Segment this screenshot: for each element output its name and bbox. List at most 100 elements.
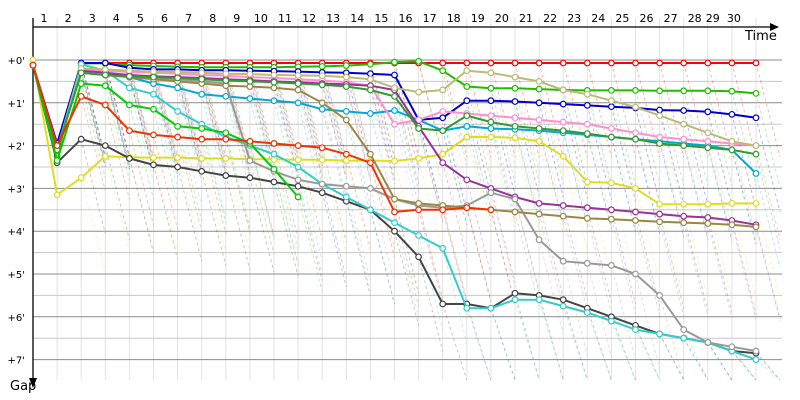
lap-diagonal-line [128,76,154,171]
series-point [222,92,230,100]
lap-diagonal-line [659,141,685,236]
x-axis-arrow [770,23,779,31]
series-point [463,176,471,184]
lap-diagonal-line [80,68,106,163]
lap-diagonal-line [273,87,299,183]
lap-diagonal-line [466,70,492,165]
lap-diagonal-line [201,171,227,266]
lap-diagonal-line [418,119,444,215]
lap-diagonal-line [80,68,106,163]
lap-diagonal-line [707,217,733,312]
series-point [487,59,495,67]
series-point [246,174,254,182]
lap-diagonal-line [707,147,733,243]
lap-diagonal-line [442,162,468,258]
series-point [511,134,519,142]
lap-diagonal-line [80,96,106,191]
lap-diagonal-line [177,76,203,172]
lap-diagonal-line [586,124,612,219]
series-point [246,77,254,85]
lap-diagonal-line [345,119,371,215]
lap-diagonal-line [153,157,179,252]
lap-diagonal-line [128,157,154,252]
series-point [487,189,495,197]
lap-diagonal-line [394,198,420,294]
lap-diagonal-line [755,173,781,268]
lap-diagonal-line [538,62,564,158]
series-point [150,161,157,169]
series-point [656,330,663,338]
series-point [391,157,398,165]
series-point [150,131,157,139]
lap-diagonal-line [659,109,685,205]
lap-diagonal-line [104,85,130,180]
y-axis-arrow [29,378,37,388]
lap-diagonal-line [610,320,636,381]
series-point [270,178,278,186]
series-point [487,125,495,132]
series-point [150,105,157,113]
lap-diagonal-line [466,126,492,221]
series-point [487,133,495,141]
series-point [101,71,109,79]
series-point [439,114,447,122]
lap-diagonal-line [177,126,203,221]
lap-diagonal-line [635,188,661,283]
label-layer: 1 2 3 4 5 6 7 8 9 10 11 12 13 14 15 16 17 18 19 20 21 22 23 24 2… [8,12,777,394]
y-tick-label: +6' [8,313,26,324]
lap-diagonal-line [514,129,540,224]
lap-diagonal-line [562,261,588,356]
series-point [342,182,350,190]
lap-diagonal-line [321,102,347,198]
series-point [318,156,326,164]
series-point [535,85,543,93]
lap-diagonal-line [514,293,540,381]
lap-diagonal-line [586,62,612,158]
lap-diagonal-line [104,63,130,158]
lap-diagonal-line [321,192,347,287]
lap-diagonal-line [321,83,347,178]
series-point [704,108,712,116]
lap-diagonal-line [80,83,106,178]
lap-diagonal-line [418,119,444,215]
lap-diagonal-line [80,72,106,168]
series-point [511,114,519,122]
series-point [53,157,61,164]
lap-diagonal-line [466,179,492,275]
series-point [198,125,206,132]
series-point [583,59,591,67]
x-tick-label: 28 [688,12,702,25]
series-point [342,62,350,69]
series-point [656,87,663,95]
series-point [367,86,374,94]
lap-diagonal-line [249,62,275,158]
series-point [632,135,639,143]
series-point [342,73,350,81]
lap-diagonal-line [321,84,347,180]
series-point [391,58,398,66]
lap-diagonal-line [80,63,106,158]
lap-diagonal-line [321,66,347,161]
lap-diagonal-line [177,77,203,173]
lap-diagonal-line [225,96,251,191]
lap-diagonal-line [514,196,540,292]
series-point [656,112,663,120]
series-point [559,127,567,135]
series-point [53,142,61,150]
series-point [77,69,85,77]
series-point [728,59,736,67]
lap-diagonal-line [104,74,130,170]
lap-diagonal-line [490,308,516,381]
series-point [439,127,447,135]
x-axis-title: Time [744,29,777,44]
series-point [704,87,712,95]
lap-diagonal-line [345,62,371,158]
lap-diagonal-line [610,106,636,201]
series-point [198,90,206,98]
series-point [559,118,567,126]
series-point [198,167,206,175]
lap-diagonal-line [273,181,299,277]
series-point [680,200,688,208]
lap-diagonal-line [707,342,733,381]
